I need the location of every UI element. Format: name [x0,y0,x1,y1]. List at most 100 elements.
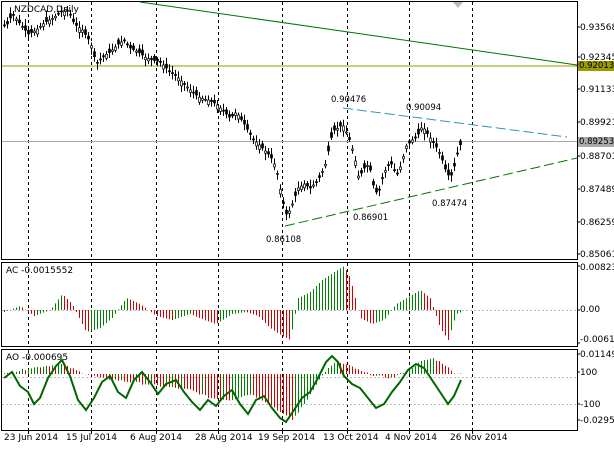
candle-body-bear [45,16,48,22]
candle-body-bull [144,56,147,60]
candle [372,178,375,189]
candle-body-bear [183,83,186,85]
candle-body-bear [396,172,399,175]
candle-body-bull [264,150,267,154]
candle [318,172,321,183]
candle-body-bear [84,29,87,35]
candle-body-bull [276,172,279,175]
candle [435,137,438,152]
candle [354,156,357,169]
candle-body-bear [222,109,225,112]
candle [459,138,462,151]
candle-body-bear [315,181,318,183]
candle-body-bull [420,127,423,131]
candle-body-bull [15,18,18,21]
candle-body-bear [327,145,330,152]
candle [186,81,189,92]
price-tick: 0.92345 [580,53,614,63]
candle-body-bear [240,116,243,120]
candle-body-bear [168,70,171,73]
candle [198,91,201,105]
candle-body-bull [33,30,36,34]
candle [180,75,183,93]
candle [273,158,276,171]
price-tick: 0.93568 [580,23,614,33]
candle [90,42,93,55]
candle [60,5,63,17]
candle-body-bull [321,170,324,173]
candle-body-bear [360,170,363,174]
candle [126,41,129,48]
candle [450,169,453,182]
candle-body-bear [132,45,135,50]
candle-body-bear [381,177,384,179]
price-tick: 0.87489 [580,185,614,195]
candle [147,53,150,65]
candle-body-bear [270,154,273,159]
candle [285,206,288,221]
swing-low-label: 0.86108 [266,235,302,245]
candle [303,180,306,192]
candle-body-bear [3,24,6,27]
horizontal-level-price-tag: 0.92013 [578,61,614,71]
candle [93,47,96,62]
candle-body-bear [348,137,351,140]
candle [270,147,273,164]
candle [165,57,168,74]
candle [75,17,78,32]
candle-body-bull [120,41,123,46]
candle-body-bear [447,169,450,176]
candle-body-bull [42,23,45,27]
candle [129,41,132,54]
candle-body-bull [303,183,306,189]
candle-body-bear [138,48,141,54]
candle [114,44,117,53]
candle [24,19,27,38]
candle [96,59,99,70]
price-tick: 0.89921 [580,118,614,128]
candle [228,110,231,122]
candle-body-bear [12,14,15,16]
candle [384,166,387,178]
candle-body-bear [252,138,255,141]
time-axis-label: 13 Oct 2014 [323,433,379,443]
candle-body-bear [156,58,159,62]
candle [282,197,285,209]
candle-body-bull [336,128,339,131]
candle-body-bear [453,163,456,167]
candle-body-bear [390,161,393,165]
candle [432,137,435,149]
candle-body-bear [387,164,390,166]
candle-body-bear [339,122,342,127]
candle [294,188,297,203]
candle [204,95,207,102]
candle-body-bear [66,9,69,12]
candle [36,24,39,38]
candle [315,178,318,187]
candle [255,135,258,150]
candle [48,15,51,28]
candle [390,156,393,169]
candle [387,161,390,171]
candle [288,206,291,219]
candle-body-bear [333,125,336,131]
candle [69,9,72,18]
candle-body-bear [372,181,375,186]
candle [33,27,36,36]
candle [78,21,81,39]
candle [63,7,66,20]
time-axis-label: 23 Jun 2014 [4,433,59,443]
swing-high-label: 0.90094 [406,103,442,113]
candle [222,103,225,116]
candle [162,60,165,74]
candle [456,146,459,157]
candle-body-bear [75,22,78,26]
time-axis-label: 6 Aug 2014 [130,433,182,443]
candle [453,157,456,172]
time-axis-label: 4 Nov 2014 [385,433,437,443]
candle-body-bull [111,49,114,52]
candle [3,20,6,28]
price-candles [3,5,462,221]
candle-body-bull [288,210,291,214]
